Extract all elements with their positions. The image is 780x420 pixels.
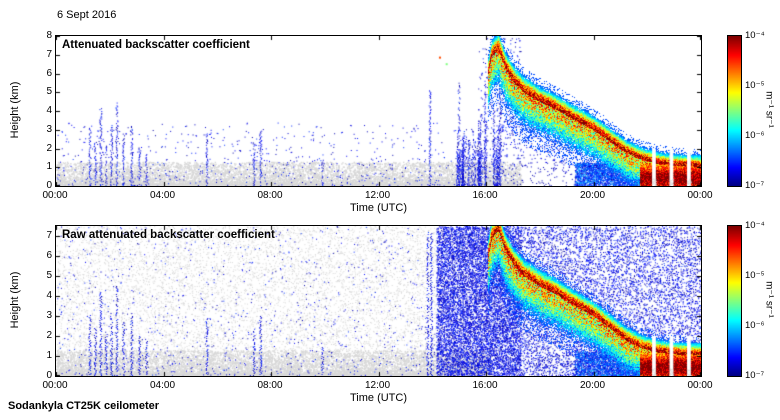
y-tick-label: 7 xyxy=(46,230,52,241)
x-tick-label: 00:00 xyxy=(42,190,68,201)
y-tick-label: 1 xyxy=(46,350,52,361)
y-tick-label: 6 xyxy=(46,67,52,79)
y-tick-label: 4 xyxy=(46,105,52,116)
y-tick-label: 2 xyxy=(46,330,52,341)
colorbar-tick-label: 10⁻⁵ xyxy=(745,270,765,281)
y-tick-label: 0 xyxy=(46,370,52,381)
y-tick-label: 5 xyxy=(46,270,52,281)
x-axis-label: Time (UTC) xyxy=(349,392,408,404)
y-axis-label: Height (km) xyxy=(9,81,21,139)
x-tick-label: 00:00 xyxy=(42,380,68,391)
colorbar-tick-label: 10⁻⁶ xyxy=(745,320,765,331)
panel-raw-attenuated-backscatter: Raw attenuated backscatter coefficient H… xyxy=(0,220,780,415)
colorbar-unit-label: m⁻¹ sr⁻¹ xyxy=(763,91,775,128)
colorbar-tick-label: 10⁻⁷ xyxy=(745,180,765,191)
x-tick-label: 16:00 xyxy=(472,190,498,201)
x-tick-label: 00:00 xyxy=(687,380,713,391)
y-tick-label: 5 xyxy=(46,86,52,98)
instrument-label: Sodankyla CT25K ceilometer xyxy=(8,400,160,412)
x-tick-label: 20:00 xyxy=(579,190,606,201)
x-tick-label: 08:00 xyxy=(257,380,283,391)
x-tick-label: 04:00 xyxy=(149,380,176,391)
heatmap-attenuated-canvas xyxy=(55,35,702,187)
x-tick-label: 20:00 xyxy=(579,380,606,391)
colorbar-tick-label: 10⁻⁴ xyxy=(745,30,765,41)
y-tick-label: 8 xyxy=(46,30,52,41)
y-tick-label: 3 xyxy=(46,123,52,135)
date-label: 6 Sept 2016 xyxy=(57,9,117,21)
colorbar-attenuated xyxy=(727,35,742,187)
y-tick-label: 4 xyxy=(46,290,52,301)
colorbar-tick-label: 10⁻⁴ xyxy=(745,220,765,231)
y-tick-label: 0 xyxy=(46,180,52,191)
x-tick-label: 12:00 xyxy=(364,380,391,391)
colorbar-tick-label: 10⁻⁵ xyxy=(745,80,765,91)
colorbar-tick-label: 10⁻⁶ xyxy=(745,130,765,141)
y-tick-label: 2 xyxy=(46,142,52,154)
x-tick-label: 00:00 xyxy=(687,190,713,201)
colorbar-raw xyxy=(727,225,742,377)
x-tick-label: 08:00 xyxy=(257,190,283,201)
x-tick-label: 16:00 xyxy=(472,380,498,391)
y-tick-label: 3 xyxy=(46,310,52,321)
y-tick-label: 6 xyxy=(46,250,52,261)
panel-attenuated-backscatter: Attenuated backscatter coefficient Heigh… xyxy=(0,30,780,225)
y-axis-label: Height (km) xyxy=(9,271,21,329)
panel-title-raw: Raw attenuated backscatter coefficient xyxy=(62,229,275,241)
colorbar-tick-label: 10⁻⁷ xyxy=(745,370,765,381)
panel-title-attenuated: Attenuated backscatter coefficient xyxy=(62,39,250,51)
y-tick-label: 7 xyxy=(46,48,52,60)
x-tick-label: 12:00 xyxy=(364,190,391,201)
heatmap-raw-canvas xyxy=(55,225,702,377)
x-tick-label: 04:00 xyxy=(149,190,176,201)
y-tick-label: 1 xyxy=(46,161,52,173)
colorbar-unit-label: m⁻¹ sr⁻¹ xyxy=(763,281,775,318)
x-axis-label: Time (UTC) xyxy=(349,202,408,214)
